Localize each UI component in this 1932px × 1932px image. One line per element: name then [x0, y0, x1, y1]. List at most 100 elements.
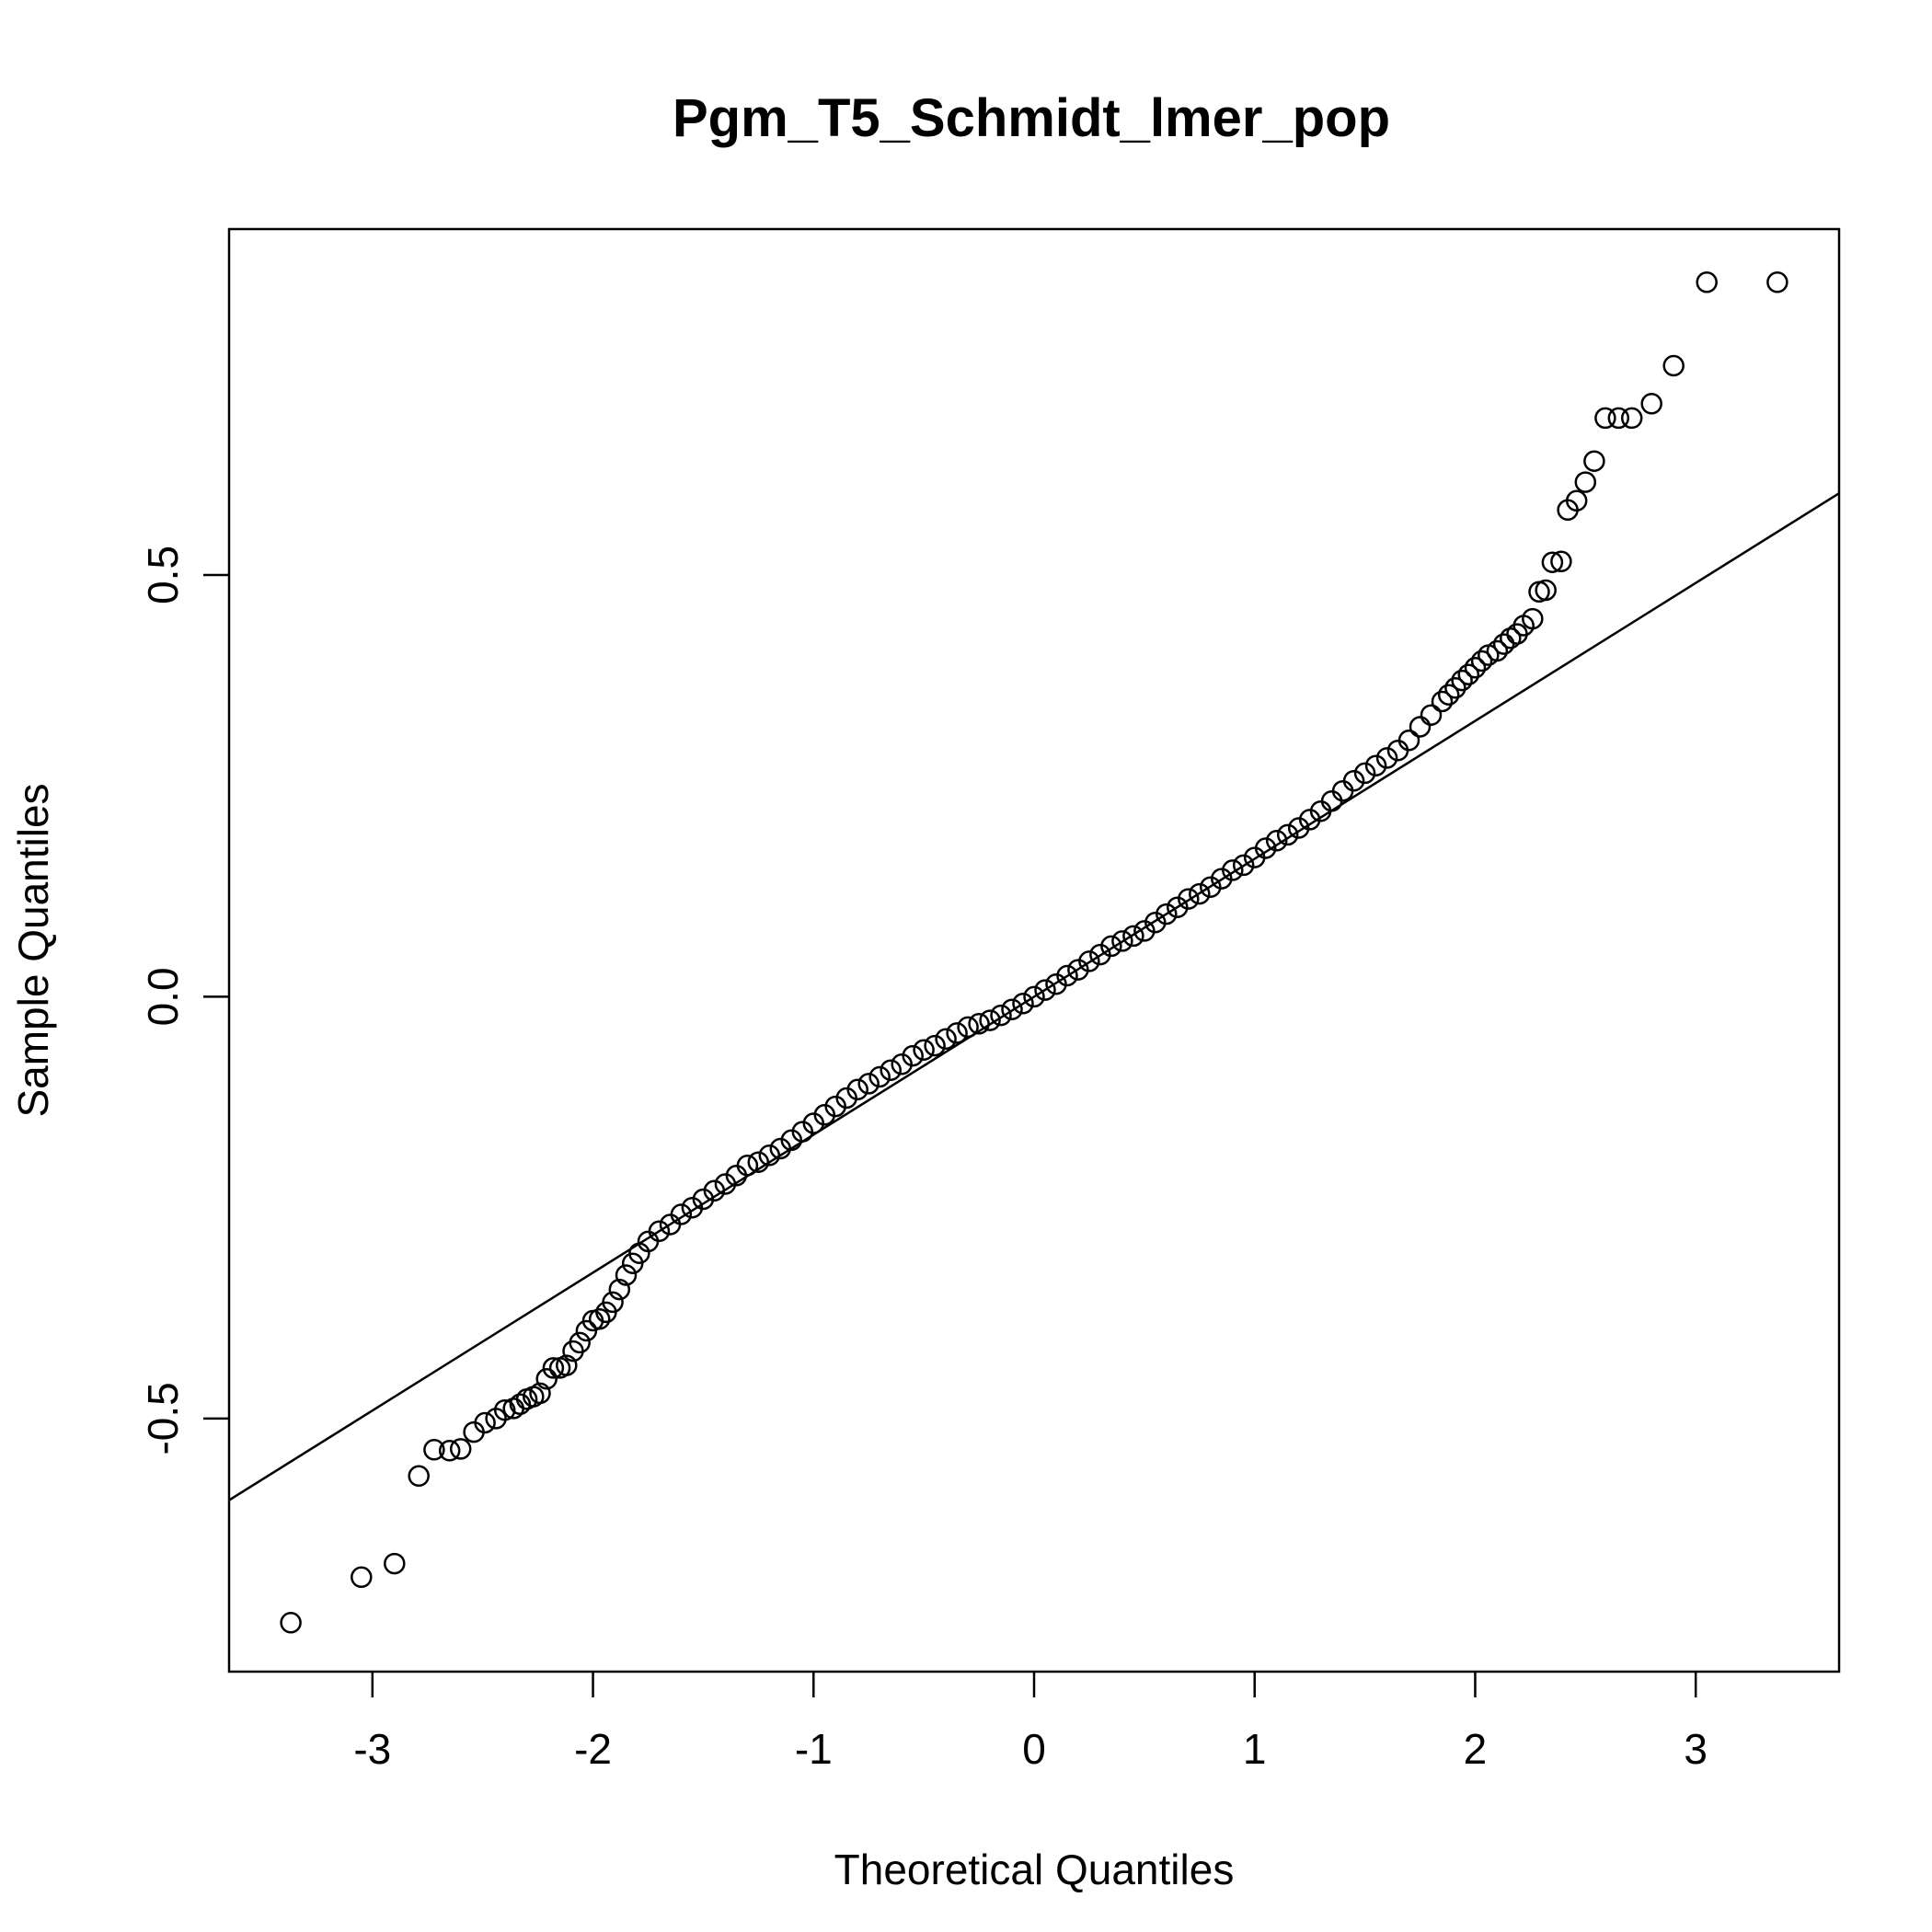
data-point	[968, 1013, 990, 1035]
x-tick-label: -1	[795, 1725, 833, 1773]
data-point	[1574, 471, 1597, 493]
data-point	[902, 1044, 924, 1067]
data-point	[979, 1009, 1001, 1031]
data-point	[1583, 450, 1605, 472]
x-tick-label: 0	[1022, 1725, 1046, 1773]
data-point	[1437, 684, 1460, 706]
data-point	[1353, 762, 1376, 785]
data-point	[1451, 669, 1473, 692]
data-point	[474, 1411, 496, 1434]
chart-title: Pgm_T5_Schmidt_lmer_pop	[673, 88, 1390, 148]
data-point	[670, 1203, 693, 1225]
y-tick-label: 0.5	[139, 546, 187, 604]
data-point	[588, 1307, 611, 1330]
data-point	[1662, 354, 1685, 377]
data-point	[1409, 716, 1432, 738]
data-point	[880, 1059, 902, 1081]
data-point	[1640, 393, 1662, 415]
data-point	[384, 1552, 406, 1575]
data-point	[1320, 789, 1343, 812]
x-axis-label: Theoretical Quantiles	[834, 1846, 1235, 1893]
data-point	[556, 1354, 578, 1376]
data-point	[1265, 830, 1288, 852]
data-point	[1156, 903, 1178, 926]
y-tick-label: -0.5	[139, 1382, 187, 1455]
data-point	[1078, 950, 1100, 972]
data-points	[280, 271, 1788, 1634]
data-point	[351, 1566, 373, 1589]
data-point	[1144, 911, 1167, 934]
data-point	[423, 1439, 445, 1461]
data-point	[913, 1039, 935, 1061]
data-point	[1167, 896, 1189, 918]
data-point	[846, 1078, 868, 1101]
data-point	[449, 1438, 472, 1460]
data-point	[703, 1179, 726, 1202]
data-point	[608, 1278, 631, 1301]
data-point	[1594, 407, 1616, 430]
data-point	[1100, 935, 1122, 958]
data-point	[946, 1022, 968, 1044]
data-point	[1034, 979, 1056, 1001]
data-point	[1254, 837, 1277, 859]
data-point	[924, 1034, 946, 1057]
data-point	[602, 1291, 624, 1314]
data-point	[1200, 876, 1222, 898]
data-point	[615, 1264, 638, 1286]
reference-line-group	[228, 492, 1840, 1501]
data-point	[1464, 657, 1487, 679]
data-point	[1565, 489, 1588, 512]
data-point	[1375, 747, 1398, 769]
data-point	[569, 1331, 591, 1354]
data-point	[1189, 882, 1211, 905]
data-point	[935, 1028, 957, 1051]
plot-frame	[227, 227, 1841, 1673]
data-point	[542, 1357, 565, 1379]
data-point	[1023, 985, 1045, 1008]
data-point	[1607, 407, 1630, 430]
data-point	[1331, 779, 1354, 802]
data-point	[824, 1095, 846, 1118]
data-point	[1696, 271, 1718, 293]
x-tick-label: 2	[1464, 1725, 1488, 1773]
data-point	[736, 1155, 759, 1177]
data-point	[280, 1612, 302, 1634]
data-point	[1620, 407, 1643, 430]
data-point	[868, 1065, 891, 1088]
data-point	[1276, 823, 1299, 846]
data-point	[493, 1398, 516, 1421]
data-point	[1541, 551, 1564, 573]
data-point	[1486, 639, 1509, 662]
data-point	[957, 1016, 979, 1039]
data-point	[857, 1073, 880, 1095]
data-point	[791, 1121, 814, 1143]
data-point	[1232, 854, 1255, 877]
y-tick-label: 0.0	[139, 967, 187, 1026]
x-tick-label: 1	[1243, 1725, 1267, 1773]
x-tick-label: -2	[574, 1725, 612, 1773]
data-point	[1550, 550, 1572, 573]
data-point	[535, 1368, 558, 1390]
data-point	[1397, 729, 1420, 752]
data-point	[1766, 271, 1788, 293]
data-point	[1122, 925, 1144, 948]
data-point	[1444, 677, 1466, 699]
data-point	[1012, 993, 1034, 1015]
data-point	[509, 1393, 532, 1416]
data-point	[758, 1144, 781, 1167]
data-point	[1522, 607, 1544, 630]
x-axis: -3 -2 -1 0 1 2 3	[353, 1672, 1708, 1773]
data-point	[990, 1004, 1012, 1027]
x-tick-label: 3	[1684, 1725, 1708, 1773]
qq-reference-line	[228, 492, 1840, 1501]
data-point	[1457, 663, 1480, 685]
y-axis-label: Sample Quantiles	[9, 783, 57, 1117]
data-point	[1342, 769, 1365, 792]
data-point	[1535, 579, 1557, 602]
data-point	[1420, 704, 1443, 726]
data-point	[1056, 964, 1078, 987]
data-point	[1287, 817, 1310, 839]
x-tick-label: -3	[353, 1725, 391, 1773]
data-point	[1470, 650, 1493, 673]
